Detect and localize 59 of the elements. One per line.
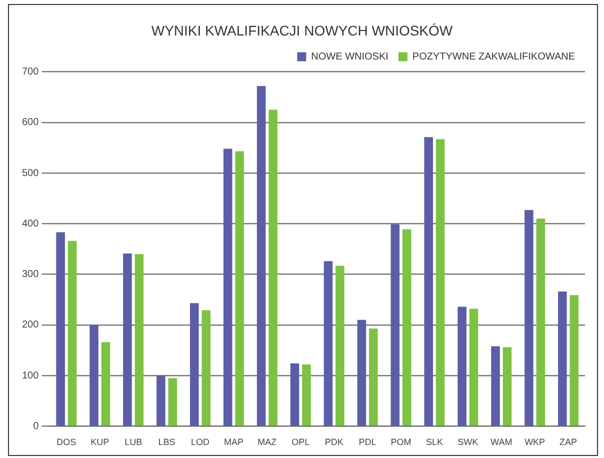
legend-label: NOWE WNIOSKI: [311, 52, 388, 63]
x-tick-label: POM: [390, 437, 412, 448]
bar: [90, 324, 98, 426]
bar: [235, 151, 244, 426]
bar: [302, 364, 311, 426]
bar: [502, 347, 512, 426]
y-tick-label: 400: [22, 218, 40, 230]
x-tick-label: WAM: [490, 437, 512, 448]
bar: [134, 254, 144, 426]
x-tick-label: LBS: [158, 437, 176, 448]
bar: [123, 254, 132, 426]
bar: [324, 261, 333, 426]
x-tick-label: OPL: [292, 437, 310, 448]
x-tick-label: MAP: [224, 437, 244, 448]
x-tick-label: KUP: [90, 437, 110, 448]
legend-label: POZYTYWNE ZAKWALIFIKOWANE: [412, 52, 576, 63]
bar: [68, 240, 77, 426]
x-tick-label: MAZ: [258, 437, 278, 448]
bar: [336, 266, 344, 426]
x-tick-label: ZAP: [560, 437, 578, 448]
x-tick-label: SWK: [458, 437, 478, 448]
x-tick-label: DOS: [56, 437, 76, 448]
bar: [469, 308, 478, 426]
bar: [156, 376, 166, 426]
bar: [558, 292, 567, 426]
bar: [570, 295, 579, 426]
x-tick-label: PDL: [358, 437, 376, 448]
y-tick-label: 300: [22, 269, 40, 280]
y-tick-label: 200: [22, 320, 40, 331]
bar: [390, 224, 400, 426]
x-tick-label: LOD: [190, 437, 210, 448]
x-tick-label: SLK: [426, 437, 443, 448]
bar: [424, 137, 433, 426]
y-tick-label: 700: [22, 66, 40, 78]
bar: [223, 148, 232, 426]
bar: [168, 378, 178, 426]
bar: [357, 320, 366, 426]
bar: [202, 310, 210, 426]
bar: [436, 139, 445, 426]
bar: [524, 210, 534, 426]
bar: [256, 86, 266, 426]
bar: [190, 303, 199, 426]
bar: [101, 342, 110, 426]
bar: [402, 229, 412, 426]
bar: [290, 363, 300, 426]
bar: [56, 232, 65, 426]
bar: [491, 346, 500, 426]
bar: [458, 306, 466, 426]
bar: [268, 110, 278, 426]
x-tick-label: LUB: [124, 437, 142, 448]
chart-title: WYNIKI KWALIFIKACJI NOWYCH WNIOSKÓW: [151, 22, 454, 38]
x-tick-label: PDK: [324, 437, 344, 448]
bar: [536, 218, 546, 426]
y-tick-label: 100: [22, 370, 40, 382]
y-tick-label: 600: [22, 117, 40, 128]
y-tick-label: 500: [22, 168, 40, 179]
y-tick-label: 0: [33, 420, 40, 432]
bar: [368, 328, 378, 426]
x-tick-label: WKP: [524, 437, 546, 448]
